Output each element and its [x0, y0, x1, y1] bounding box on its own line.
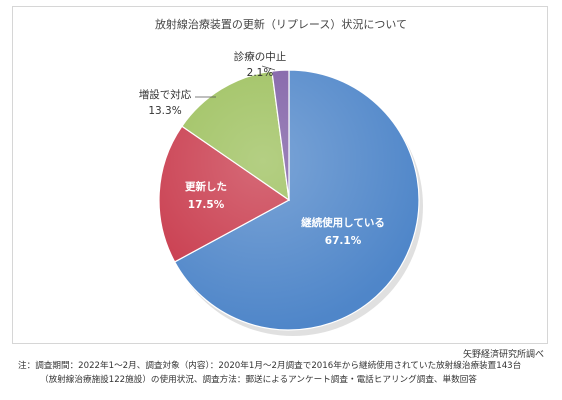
slice-label-2: 増設で対応: [139, 88, 192, 101]
slice-value-3: 2.1%: [247, 67, 274, 79]
slice-value-1: 17.5%: [188, 199, 225, 211]
slice-label-1: 更新した: [185, 180, 227, 193]
slice-value-0: 67.1%: [325, 235, 362, 247]
footnote-line-1: 注：調査期間：2022年1～2月、調査対象（内容）：2020年1月～2月調査で2…: [18, 361, 522, 371]
pie-gloss: [159, 70, 419, 330]
chart-title: 放射線治療装置の更新（リプレース）状況について: [154, 18, 408, 31]
source-credit: 矢野経済研究所調べ: [462, 350, 544, 360]
leader-line-3: [261, 65, 276, 71]
slice-label-3: 診療の中止: [234, 50, 287, 63]
slice-value-2: 13.3%: [148, 105, 181, 117]
footnote-line-2: （放射線治療施設122施設）の使用状況、調査方法：郵送によるアンケート調査・電話…: [40, 375, 477, 385]
slice-label-0: 継続使用している: [301, 216, 385, 229]
